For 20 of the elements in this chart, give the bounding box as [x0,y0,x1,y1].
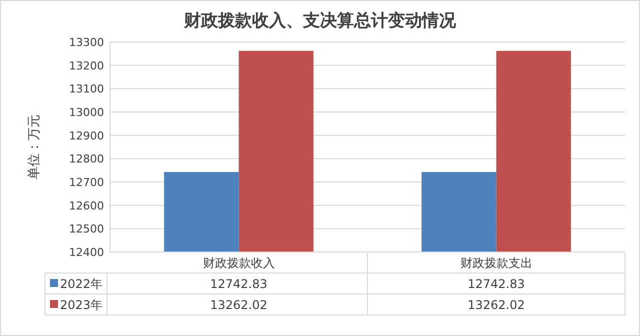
legend-label: 2023年 [60,298,103,312]
y-tick-label: 13000 [69,106,104,119]
data-label: 13262.02 [468,298,525,312]
y-tick-label: 12600 [69,199,104,212]
y-tick-label: 12700 [69,176,104,189]
chart-title: 财政拨款收入、支决算总计变动情况 [183,11,457,31]
y-axis-title: 单位：万元 [27,114,42,180]
y-tick-label: 13100 [69,82,104,96]
y-tick-label: 13200 [69,59,104,72]
y-tick-label: 12800 [69,152,104,166]
data-label: 12742.83 [468,277,525,291]
legend-label: 2022年 [60,277,103,291]
y-tick-label: 12500 [69,222,104,236]
y-tick-label: 12900 [69,129,104,142]
data-label: 13262.02 [210,298,268,312]
y-tick-label: 12400 [69,246,104,259]
y-tick-label: 13300 [69,36,104,49]
x-tick-label: 财政拨款支出 [460,256,532,270]
x-tick-label: 财政拨款收入 [202,256,275,270]
data-label: 12742.83 [210,277,268,291]
